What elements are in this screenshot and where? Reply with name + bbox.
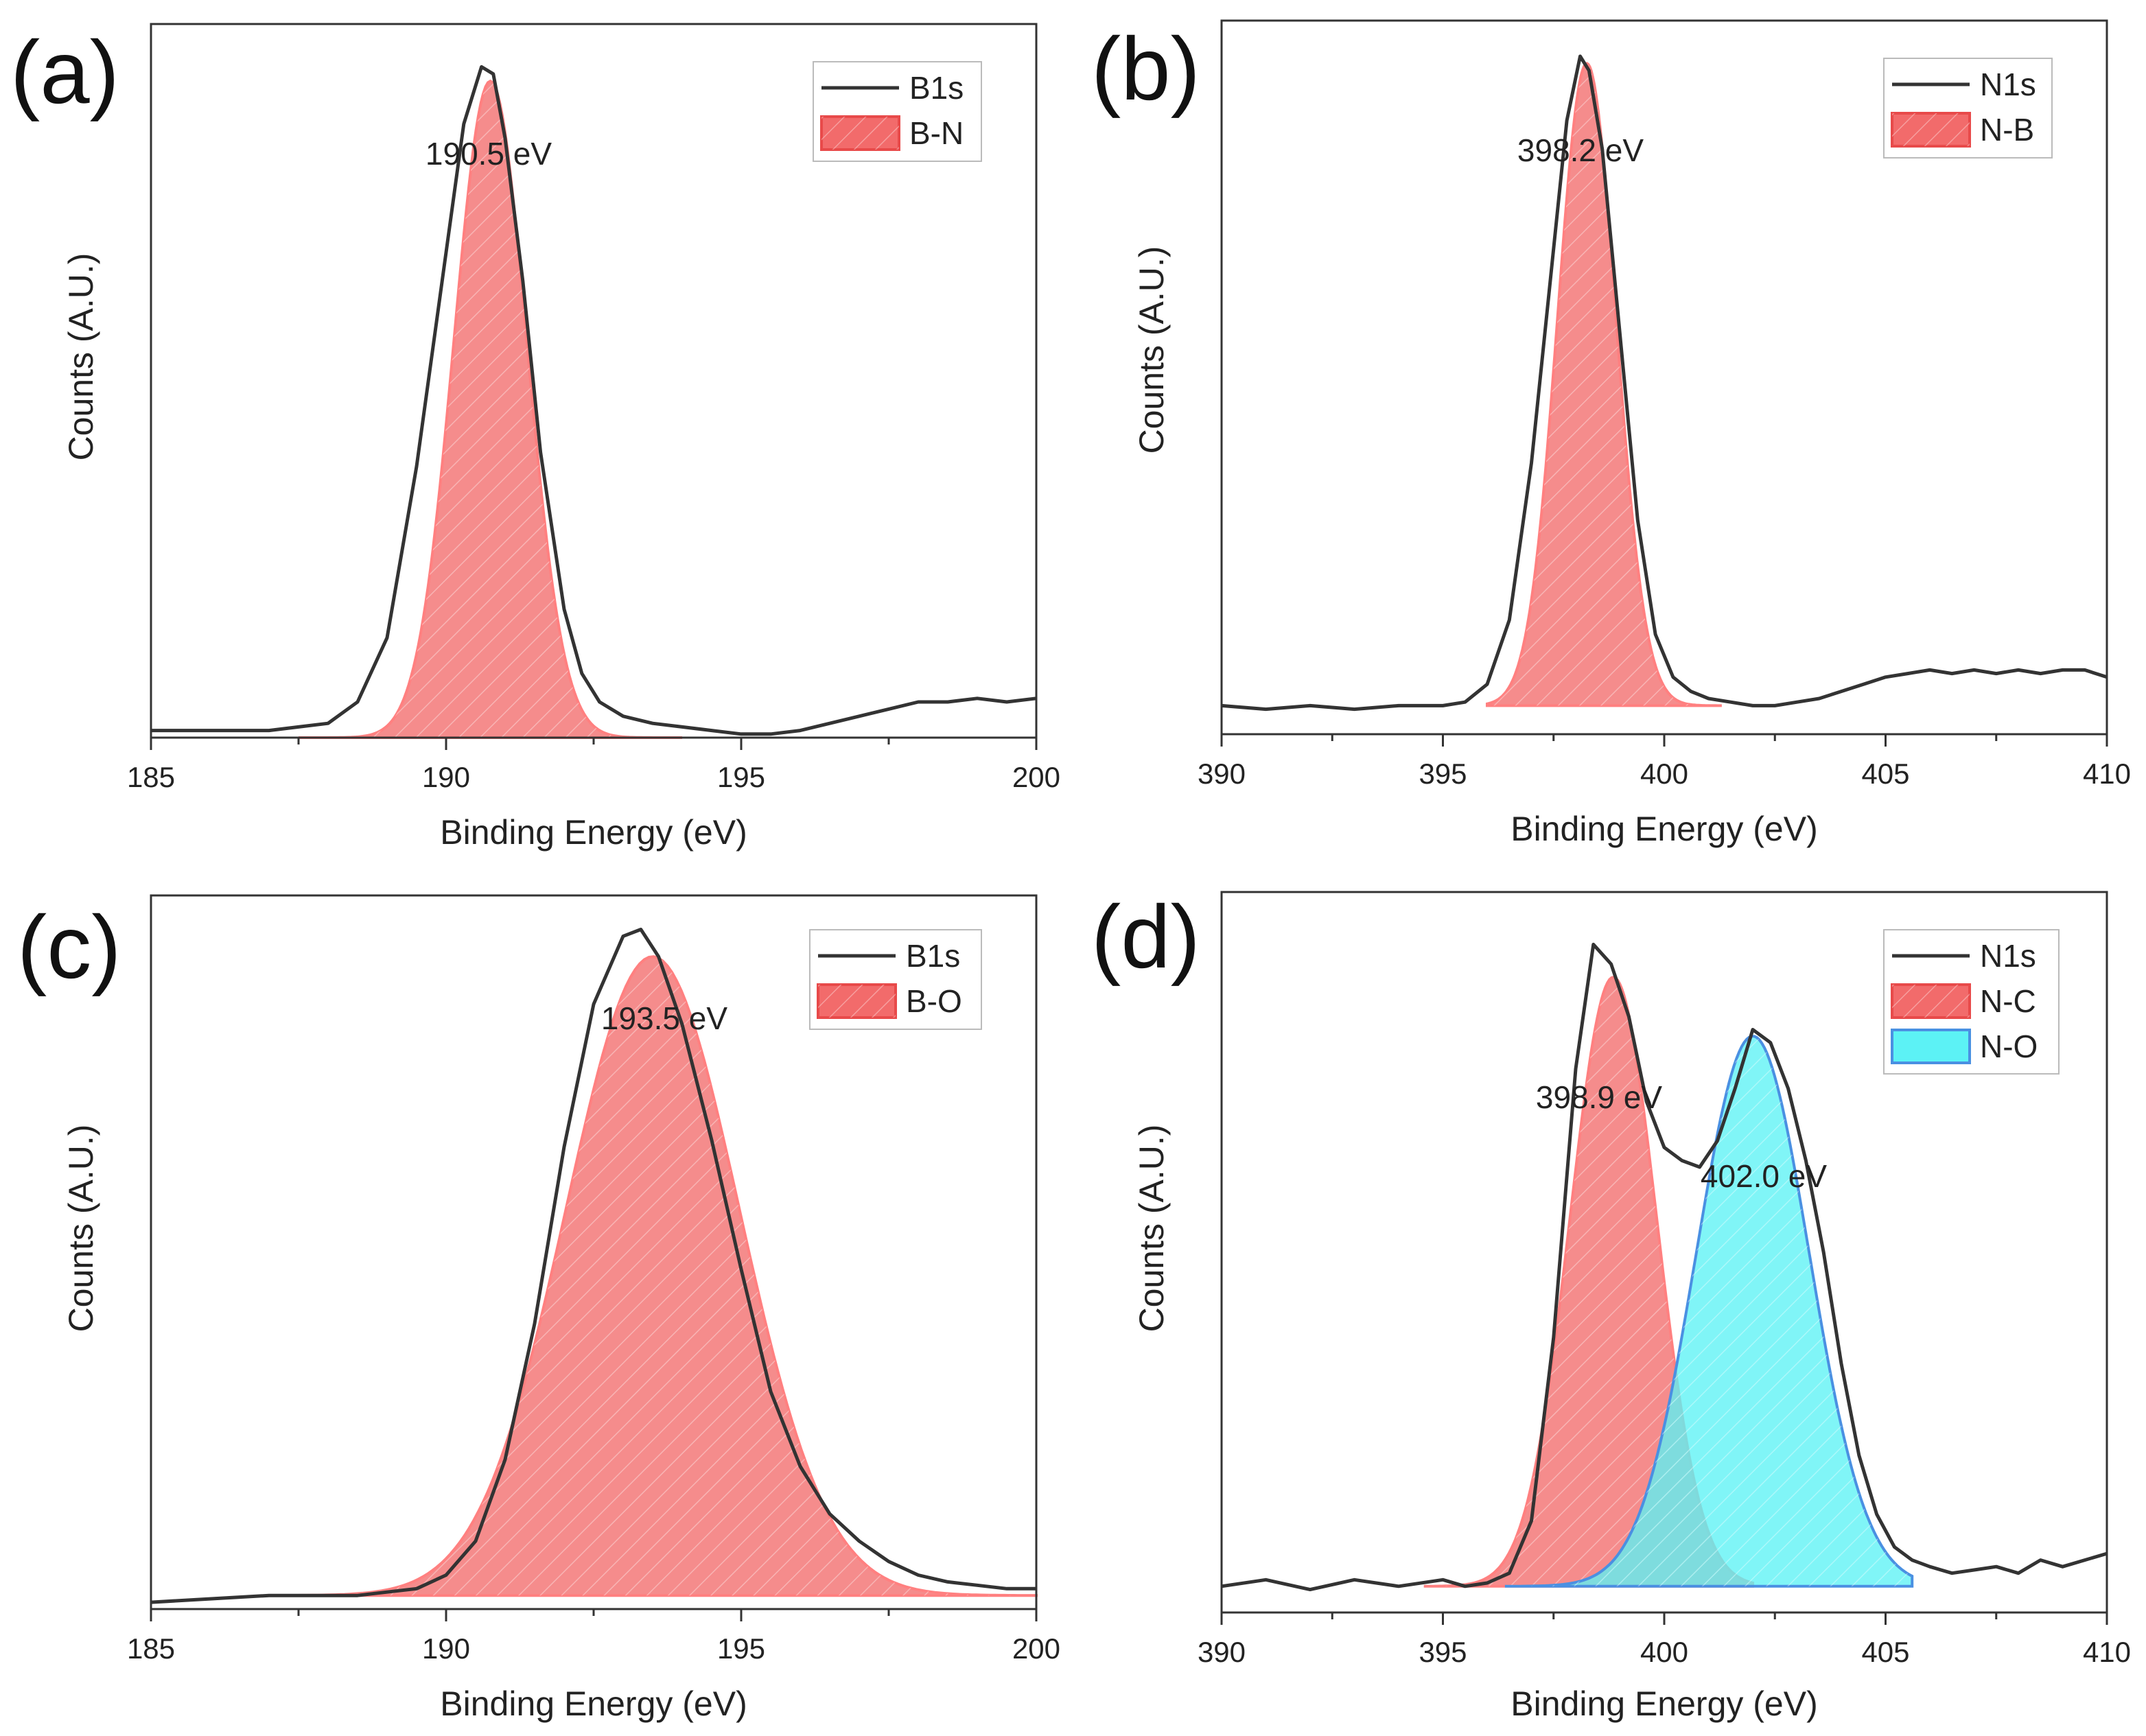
legend: B1s B-O [809, 929, 982, 1030]
x-tick-label: 200 [1012, 761, 1060, 793]
x-tick-label: 400 [1640, 758, 1688, 790]
y-axis-label: Counts (A.U.) [62, 253, 100, 461]
peak-annotation: 398.2 eV [1517, 132, 1644, 168]
x-tick-label: 390 [1198, 1636, 1246, 1668]
x-tick-label: 405 [1861, 1636, 1909, 1668]
x-ticks: 390 395 400 405 410 [1198, 1612, 2131, 1668]
legend-label: N1s [1980, 938, 2036, 974]
panel-label: (d) [1091, 887, 1200, 987]
legend-label: B-O [906, 983, 962, 1019]
x-axis-label: Binding Energy (eV) [440, 1685, 747, 1723]
peak-annotation: 398.9 eV [1536, 1079, 1662, 1115]
spectrum-line-b1s [151, 64, 1037, 736]
x-tick-label: 185 [127, 1632, 175, 1665]
y-axis-label: Counts (A.U.) [1132, 1125, 1171, 1333]
spectrum-line-b1s [150, 928, 1036, 1604]
x-tick-label: 185 [127, 761, 175, 793]
plot-area [151, 64, 1037, 739]
plot-area [150, 928, 1038, 1604]
legend-label: N1s [1980, 67, 2036, 102]
legend-swatch-hatch [1892, 985, 1970, 1018]
panel-label: (a) [10, 22, 119, 122]
x-tick-label: 195 [717, 761, 765, 793]
x-tick-label: 200 [1012, 1632, 1060, 1665]
y-axis-label: Counts (A.U.) [62, 1125, 100, 1333]
legend-swatch-hatch [1892, 113, 1970, 146]
legend-swatch-hatch [818, 985, 896, 1018]
peak-annotation: 190.5 eV [425, 136, 552, 172]
legend-label: N-O [1980, 1029, 2038, 1064]
plot-area [1221, 54, 2108, 712]
legend-swatch-hatch [821, 117, 899, 150]
x-tick-label: 190 [422, 761, 470, 793]
legend-label: N-C [1980, 983, 2036, 1019]
spectrum-line-n1s [1221, 942, 2108, 1592]
legend-label: B1s [909, 70, 964, 106]
x-tick-label: 190 [422, 1632, 470, 1665]
x-tick-label: 400 [1640, 1636, 1688, 1668]
x-axis-label: Binding Energy (eV) [1511, 1685, 1817, 1723]
panel-b: (b) 390 395 400 405 410 Binding Energy (eV) … [1091, 19, 2131, 848]
component-n-o-hatch [1504, 1036, 1913, 1586]
legend-label: N-B [1980, 112, 2034, 148]
legend: B1s B-N [813, 61, 982, 162]
panel-c: (c) 185 190 195 200 Binding Energy (eV) Cou… [17, 894, 1060, 1723]
peak-annotation: 193.5 eV [601, 1000, 727, 1036]
legend: N1s N-C N-O [1883, 929, 2060, 1075]
legend: N1s N-B [1883, 58, 2053, 159]
y-axis-label: Counts (A.U.) [1132, 246, 1171, 454]
legend-label: B-N [909, 115, 964, 151]
x-axis-label: Binding Energy (eV) [1511, 810, 1817, 848]
x-axis-label: Binding Energy (eV) [440, 813, 747, 852]
component-b-n-hatch [299, 81, 682, 738]
panel-d: (d) 390 395 400 405 410 Binding Energy (eV) … [1091, 887, 2131, 1723]
x-tick-label: 395 [1419, 758, 1467, 790]
spectrum-line-n1s [1221, 54, 2108, 712]
x-tick-label: 410 [2083, 1636, 2131, 1668]
x-tick-label: 410 [2083, 758, 2131, 790]
panel-label: (b) [1091, 19, 1200, 119]
panel-a: (a) 185 190 195 200 Binding Energy (eV) Cou… [10, 22, 1060, 852]
component-b-o-hatch [299, 957, 1036, 1596]
x-tick-label: 195 [717, 1632, 765, 1665]
panel-label: (c) [17, 897, 121, 997]
component-n-b-hatch [1487, 63, 1722, 706]
legend-label: B1s [906, 938, 960, 974]
x-ticks: 185 190 195 200 [127, 738, 1060, 793]
x-tick-label: 395 [1419, 1636, 1467, 1668]
x-tick-label: 405 [1861, 758, 1909, 790]
x-ticks: 185 190 195 200 [127, 1609, 1060, 1665]
plot-area [1221, 942, 2108, 1592]
legend-swatch-fill [1891, 1029, 1971, 1064]
x-ticks: 390 395 400 405 410 [1198, 734, 2131, 790]
peak-annotation: 402.0 eV [1701, 1158, 1827, 1194]
x-tick-label: 390 [1198, 758, 1246, 790]
